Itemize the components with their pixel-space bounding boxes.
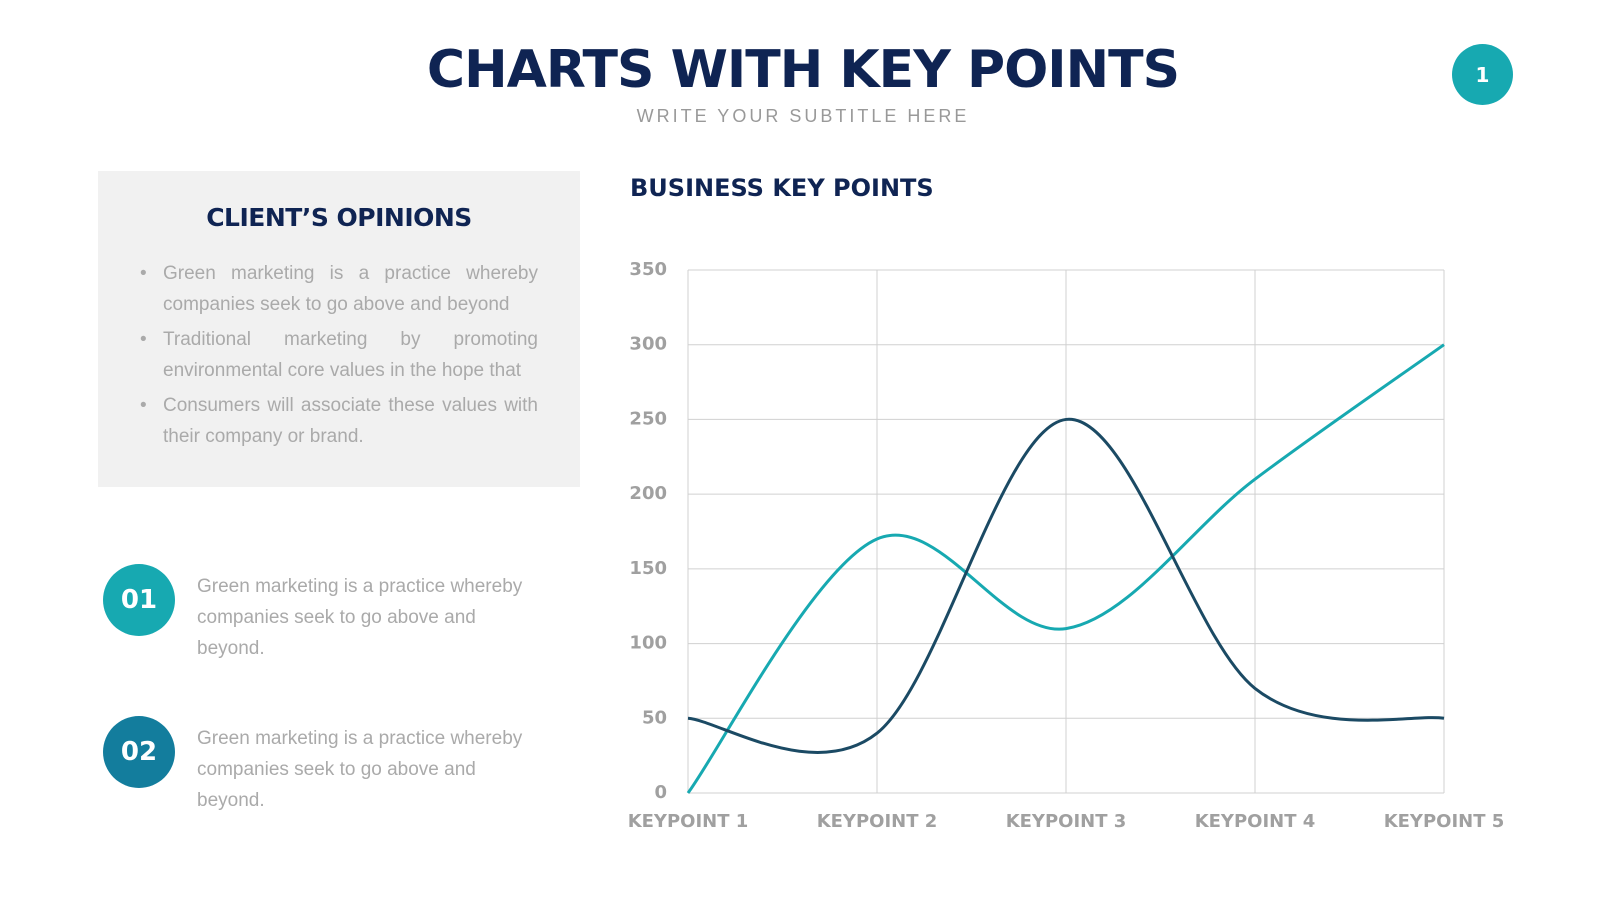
y-tick-label: 0 [654,782,667,803]
y-tick-label: 100 [629,633,667,654]
item-text: Green marketing is a practice whereby co… [197,576,523,659]
page-number: 1 [1452,44,1513,105]
item-number: 01 [103,564,175,636]
x-tick-label: KEYPOINT 4 [1195,811,1316,832]
y-tick-label: 150 [629,558,667,579]
y-tick-label: 350 [629,259,667,280]
y-tick-label: 250 [629,408,667,429]
line-series [686,343,1445,794]
x-tick-label: KEYPOINT 3 [1006,811,1127,832]
y-tick-label: 50 [642,707,667,728]
item-text: Green marketing is a practice whereby co… [197,728,523,811]
bullet: Consumers will associate these values wi… [140,390,538,452]
chart-title: BUSINESS KEY POINTS [630,174,934,202]
y-tick-label: 300 [629,334,667,355]
slide-subtitle: WRITE YOUR SUBTITLE HERE [636,106,970,126]
x-tick-label: KEYPOINT 1 [628,811,749,832]
opinions-list: Green marketing is a practice whereby co… [140,258,538,456]
y-tick-label: 200 [629,483,667,504]
line-series [687,417,1445,754]
x-tick-label: KEYPOINT 5 [1384,811,1505,832]
bullet: Traditional marketing by promoting envir… [140,324,538,386]
opinions-title: CLIENT’S OPINIONS [206,203,472,232]
item-number: 02 [103,716,175,788]
slide-title: CHARTS WITH KEY POINTS [426,40,1180,100]
x-tick-label: KEYPOINT 2 [817,811,938,832]
bullet: Green marketing is a practice whereby co… [140,258,538,320]
